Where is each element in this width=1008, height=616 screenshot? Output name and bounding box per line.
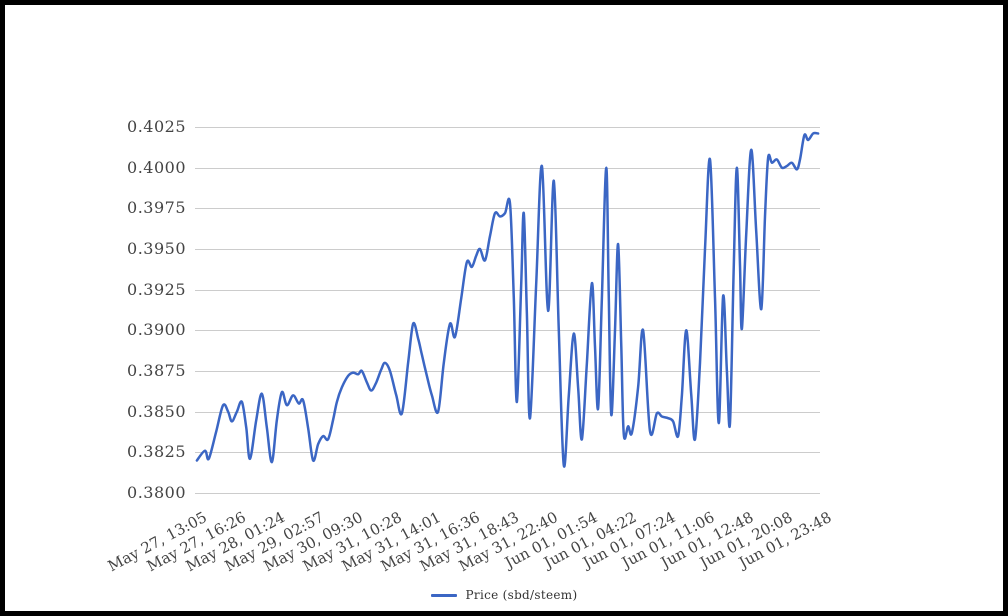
legend-line-swatch	[430, 593, 457, 597]
h-gridline	[195, 452, 820, 454]
price-series-line	[195, 131, 820, 468]
h-gridline	[195, 167, 820, 169]
y-axis-tick-label: 0.3975	[127, 198, 186, 218]
h-gridline	[195, 371, 820, 372]
h-gridline	[195, 127, 820, 128]
y-axis-tick-label: 0.3850	[127, 401, 186, 421]
price-series-svg	[195, 131, 820, 468]
legend: Price (sbd/steem)	[5, 586, 1003, 604]
y-axis-tick-label: 0.3950	[127, 239, 186, 258]
legend-label: Price (sbd/steem)	[465, 588, 578, 602]
h-gridline	[195, 493, 820, 494]
y-axis-tick-label: 0.4000	[127, 157, 186, 177]
y-axis-tick-label: 0.3925	[127, 279, 186, 299]
h-gridline	[195, 411, 820, 413]
h-gridline	[195, 249, 820, 250]
y-axis-tick-label: 0.3900	[127, 320, 186, 340]
h-gridline	[195, 330, 820, 332]
y-axis-tick-label: 0.3800	[127, 483, 186, 502]
y-axis-tick-label: 0.3875	[127, 361, 186, 380]
y-axis-tick-label: 0.4025	[127, 117, 186, 136]
h-gridline	[195, 289, 820, 291]
chart-canvas: 0.4025 0.4000 0.3975 0.3950 0.3925 0.3900 0.38…	[5, 5, 1003, 611]
y-axis-tick-label: 0.3825	[127, 442, 186, 462]
